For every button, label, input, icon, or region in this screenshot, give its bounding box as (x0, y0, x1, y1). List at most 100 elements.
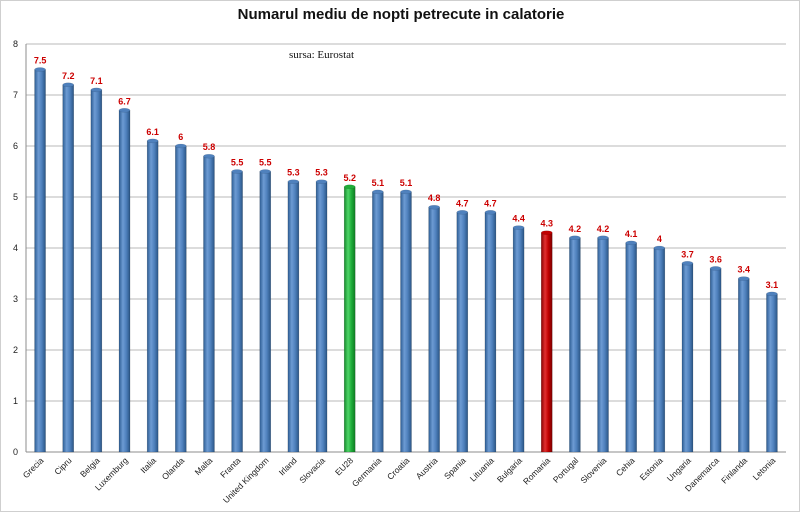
data-label-slovacia: 5.3 (315, 168, 328, 178)
bar-germania (372, 191, 384, 453)
bars (34, 67, 778, 453)
data-label-grecia: 7.5 (34, 56, 47, 66)
y-tick-label-5: 5 (13, 192, 18, 202)
bar-cipru (62, 84, 74, 453)
bar-cap-grecia (34, 67, 46, 72)
bar-grecia (34, 69, 46, 453)
x-tick-label-letonia: Letonia (751, 455, 778, 482)
data-label-spania: 4.7 (456, 198, 469, 208)
bar-cehia (625, 242, 637, 453)
bar-franta (231, 171, 243, 453)
bar-cap-olanda (175, 143, 187, 149)
x-tick-label-cehia: Cehia (614, 455, 637, 478)
bar-cap-estonia (653, 245, 666, 251)
x-tick-label-belgia: Belgia (78, 455, 102, 479)
data-label-lituania: 4.7 (484, 198, 497, 208)
bar-letonia (766, 293, 778, 453)
bar-romania (540, 232, 553, 453)
bar-italia (146, 140, 159, 453)
data-label-portugal: 4.2 (569, 224, 582, 234)
bar-cap-croatia (400, 189, 412, 195)
bar-olanda (175, 145, 187, 453)
bar-cap-romania (541, 230, 553, 235)
bar-bulgaria (512, 227, 525, 453)
x-tick-label-lituania: Lituania (468, 455, 496, 483)
data-label-germania: 5.1 (372, 178, 385, 188)
bar-cap-franta (231, 169, 243, 174)
y-tick-label-0: 0 (13, 447, 18, 457)
data-label-franta: 5.5 (231, 158, 244, 168)
data-label-bulgaria: 4.4 (512, 214, 525, 224)
bar-cap-letonia (766, 291, 778, 297)
x-tick-label-franta: Franta (218, 455, 243, 480)
x-tick-label-grecia: Grecia (21, 455, 46, 480)
bar-cap-slovenia (597, 235, 609, 241)
bar-cap-spania (456, 210, 468, 215)
y-axis-tick-labels: 0 1 2 3 4 5 6 7 8 (13, 39, 18, 457)
y-tick-label-4: 4 (13, 243, 18, 253)
y-tick-label-2: 2 (13, 345, 18, 355)
data-label-cehia: 4.1 (625, 229, 638, 239)
x-tick-label-italia: Italia (138, 455, 158, 475)
data-label-olanda: 6 (178, 132, 183, 142)
data-label-austria: 4.8 (428, 193, 441, 203)
bar-cap-germania (372, 189, 384, 195)
bar-ungaria (681, 263, 694, 453)
data-label-romania: 4.3 (540, 219, 553, 229)
x-tick-label-malta: Malta (193, 455, 215, 477)
bar-cap-austria (428, 204, 440, 210)
bar-cap-ungaria (681, 261, 694, 266)
x-tick-label-slovacia: Slovacia (297, 455, 327, 485)
bar-cap-bulgaria (512, 225, 525, 230)
bar-spania (456, 212, 469, 453)
bar-cap-luxemburg (118, 108, 131, 113)
y-tick-label-8: 8 (13, 39, 18, 49)
x-tick-label-romania: Romania (521, 455, 552, 486)
data-label-irland: 5.3 (287, 168, 300, 178)
data-label-finlanda: 3.4 (738, 265, 751, 275)
data-label-luxemburg: 6.7 (118, 96, 131, 106)
chart-source-note: sursa: Eurostat (289, 49, 355, 61)
x-tick-label-slovenia: Slovenia (578, 455, 608, 485)
y-tick-label-3: 3 (13, 294, 18, 304)
bar-cap-malta (203, 153, 215, 159)
data-label-belgia: 7.1 (90, 76, 103, 86)
x-tick-label-germania: Germania (350, 455, 384, 489)
x-tick-label-austria: Austria (414, 455, 440, 481)
data-label-ungaria: 3.7 (681, 249, 694, 259)
bar-slovacia (315, 181, 328, 453)
bar-cap-cehia (625, 240, 637, 246)
x-tick-label-olanda: Olanda (160, 455, 187, 482)
bar-cap-lituania (484, 210, 497, 215)
bar-luxemburg (118, 110, 131, 453)
y-tick-label-6: 6 (13, 141, 18, 151)
data-labels: 7.5 7.2 7.1 6.7 6.1 6 5.8 5.5 5.5 5.3 5.3 5.2 5.1 5.1… (34, 56, 778, 290)
bar-cap-belgia (90, 87, 103, 93)
bar-finlanda (738, 278, 750, 453)
bar-cap-portugal (569, 235, 581, 241)
bar-danemarca (709, 268, 722, 453)
data-label-slovenia: 4.2 (597, 224, 610, 234)
bar-cap-danemarca (709, 266, 722, 271)
x-tick-label-irland: Irland (277, 455, 299, 477)
bar-malta (203, 155, 215, 453)
bar-croatia (400, 191, 412, 453)
x-tick-label-eu28: EU28 (333, 455, 355, 477)
data-label-croatia: 5.1 (400, 178, 413, 188)
data-label-danemarca: 3.6 (709, 254, 722, 264)
x-tick-label-spania: Spania (442, 455, 468, 481)
bar-belgia (90, 89, 103, 453)
y-tick-label-1: 1 (13, 396, 18, 406)
bar-cap-irland (287, 179, 300, 184)
bar-cap-finlanda (738, 276, 750, 281)
data-label-united-kingdom: 5.5 (259, 158, 272, 168)
bar-cap-eu28 (344, 184, 356, 190)
y-tick-label-7: 7 (13, 90, 18, 100)
data-label-malta: 5.8 (203, 142, 216, 152)
x-tick-label-bulgaria: Bulgaria (495, 455, 524, 484)
x-tick-label-croatia: Croatia (385, 455, 412, 482)
bar-cap-cipru (62, 82, 74, 88)
